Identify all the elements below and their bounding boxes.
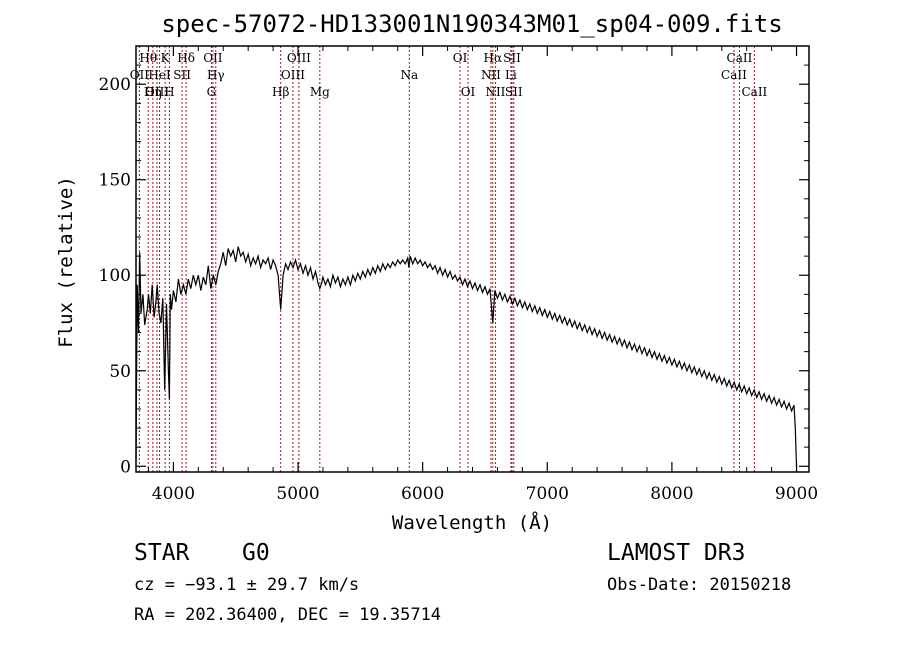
line-label: SII [503,51,521,65]
spectral-line-labels: Hθ OII OIII K HeI Hη Hδ SII H OII Hγ G OIII OIII Hβ Mg N… [130,51,768,99]
y-tick-label: 50 [109,362,131,382]
line-label: CaII [741,85,767,99]
x-axis-ticks: 4000 5000 6000 7000 8000 9000 [147,46,818,504]
line-label: OII [203,51,223,65]
line-label: NII [481,68,501,82]
line-label: Mg [310,85,330,99]
y-tick-label: 200 [99,75,131,95]
plot-frame [135,45,810,473]
line-label: Hη [144,85,162,99]
redshift-cz: cz = −93.1 ± 29.7 km/s [134,575,359,595]
line-label: K [161,51,171,65]
y-tick-label: 150 [99,171,131,191]
chart-title: spec-57072-HD133001N190343M01_sp04-009.f… [161,10,782,38]
line-label: HeI [148,68,171,82]
line-label: OII [130,68,150,82]
x-tick-label: 6000 [401,484,444,504]
line-label: Hβ [272,85,289,99]
y-axis-label: Flux (relative) [55,176,77,348]
y-tick-label: 0 [120,457,131,477]
line-label: Na [400,68,418,82]
x-tick-label: 9000 [775,484,818,504]
x-tick-label: 5000 [276,484,319,504]
line-label: Hδ [177,51,195,65]
spectral-line-markers [138,46,755,472]
coordinates: RA = 202.36400, DEC = 19.35714 [134,605,441,625]
line-label: OI [453,51,468,65]
line-label: OI [461,85,476,99]
survey-name: LAMOST DR3 [607,540,745,566]
line-label: SII [173,68,191,82]
object-type: STAR [134,540,190,566]
x-tick-label: 7000 [526,484,569,504]
line-label: CaII [727,51,753,65]
x-tick-label: 4000 [152,484,195,504]
line-label: Li [505,68,517,82]
line-label: NII [485,85,505,99]
line-label: Hγ [207,68,225,82]
x-tick-label: 8000 [650,484,693,504]
line-label: OIII [287,51,311,65]
line-label: H [164,85,174,99]
y-tick-label: 100 [99,266,131,286]
observation-date: Obs-Date: 20150218 [607,575,791,595]
line-label: Hα [484,51,503,65]
line-label: OIII [145,85,169,99]
spectral-subclass: G0 [242,540,270,566]
x-axis-label: Wavelength (Å) [392,511,552,534]
line-label: CaII [721,68,747,82]
line-label: G [207,85,217,99]
y-axis-ticks: 0 50 100 150 200 [99,64,809,477]
line-label: Hθ [139,51,157,65]
spectrum-line [135,246,798,467]
spectrum-series [135,246,798,467]
line-label: OIII [281,68,305,82]
line-label: SII [505,85,523,99]
